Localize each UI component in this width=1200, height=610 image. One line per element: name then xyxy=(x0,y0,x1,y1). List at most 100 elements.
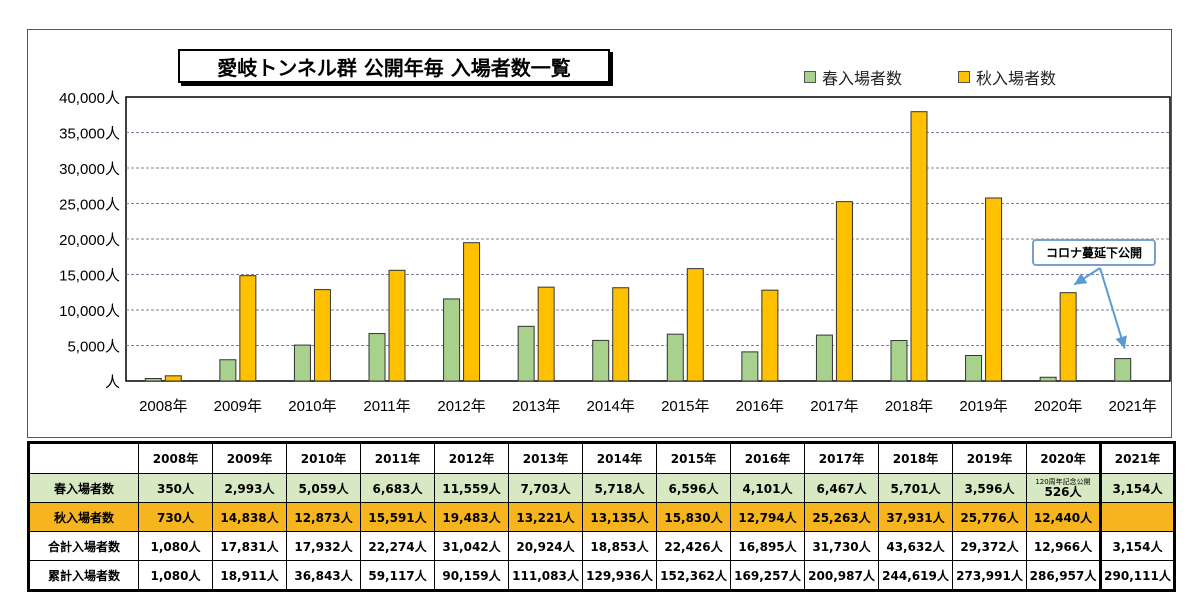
row-label: 合計入場者数 xyxy=(27,531,139,561)
table-cell: 17,932人 xyxy=(286,531,361,561)
legend-swatch-spring xyxy=(804,71,816,83)
x-tick-label: 2020年 xyxy=(1034,398,1082,415)
table-cell: 16,895人 xyxy=(730,531,805,561)
table-header-cell: 2017年 xyxy=(804,441,879,474)
corona-annotation: コロナ蔓延下公開 xyxy=(1032,239,1156,266)
bar-spring xyxy=(741,351,759,382)
table-cell: 12,794人 xyxy=(730,502,805,532)
x-tick-label: 2019年 xyxy=(959,398,1007,415)
legend-label-spring: 春入場者数 xyxy=(822,69,903,88)
table-header-cell: 2016年 xyxy=(730,441,805,474)
bar-autumn xyxy=(761,289,779,382)
table-cell: 15,830人 xyxy=(656,502,731,532)
table-cell: 129,936人 xyxy=(582,560,657,592)
table-cell: 18,911人 xyxy=(212,560,287,592)
table-cell-value: 526人 xyxy=(1044,484,1082,499)
bar-spring xyxy=(1039,376,1057,382)
x-tick-label: 2018年 xyxy=(885,398,933,415)
bar-spring xyxy=(219,359,237,382)
table-cell: 25,263人 xyxy=(804,502,879,532)
table-header-row: 2008年 2009年 2010年 2011年 2012年 2013年 2014… xyxy=(27,441,1176,474)
table-header-cell: 2019年 xyxy=(952,441,1027,474)
x-tick-label: 2013年 xyxy=(512,398,560,415)
table-cell: 20,924人 xyxy=(508,531,583,561)
table-cell: 90,159人 xyxy=(434,560,509,592)
table-cell-empty xyxy=(1100,502,1176,532)
table-cell: 5,718人 xyxy=(582,473,657,503)
table-header-corner xyxy=(27,441,139,474)
annotation-arrow xyxy=(1073,267,1101,286)
table-cell: 17,831人 xyxy=(212,531,287,561)
table-cell: 169,257人 xyxy=(730,560,805,592)
x-tick-label: 2010年 xyxy=(288,398,336,415)
x-tick-label: 2011年 xyxy=(363,398,410,415)
bar-autumn xyxy=(537,286,555,382)
table-header-cell: 2013年 xyxy=(508,441,583,474)
bar-autumn xyxy=(164,375,182,382)
table-cell: 59,117人 xyxy=(360,560,435,592)
table-cell: 15,591人 xyxy=(360,502,435,532)
table-cell: 5,059人 xyxy=(286,473,361,503)
table-header-cell: 2020年 xyxy=(1026,441,1102,474)
table-cell: 273,991人 xyxy=(952,560,1027,592)
x-tick-label: 2014年 xyxy=(587,398,635,415)
table-cell: 244,619人 xyxy=(878,560,953,592)
table-header-cell: 2008年 xyxy=(138,441,213,474)
table-cell: 29,372人 xyxy=(952,531,1027,561)
legend-swatch-autumn xyxy=(958,71,971,83)
table-header-cell: 2014年 xyxy=(582,441,657,474)
y-tick-label: 20,000人 xyxy=(59,232,120,249)
table-cell: 1,080人 xyxy=(138,531,213,561)
bar-autumn xyxy=(612,287,630,382)
bar-autumn xyxy=(1059,292,1077,382)
bar-autumn xyxy=(985,197,1003,382)
x-tick-label: 2021年 xyxy=(1109,398,1157,415)
table-cell: 350人 xyxy=(138,473,213,503)
bar-spring xyxy=(965,354,983,382)
x-tick-label: 2012年 xyxy=(437,398,485,415)
table-header-cell: 2010年 xyxy=(286,441,361,474)
table-header-cell: 2021年 xyxy=(1100,441,1176,474)
bar-spring xyxy=(1114,358,1132,382)
bar-autumn xyxy=(463,242,481,382)
bar-autumn xyxy=(835,201,853,382)
table-cell: 3,596人 xyxy=(952,473,1027,503)
table-cell: 31,042人 xyxy=(434,531,509,561)
table-cell: 12,873人 xyxy=(286,502,361,532)
table-cell: 2,993人 xyxy=(212,473,287,503)
table-cell: 3,154人 xyxy=(1100,473,1176,503)
chart-title: 愛岐トンネル群 公開年毎 入場者数一覧 xyxy=(178,49,610,83)
bar-spring xyxy=(443,298,461,382)
table-cell: 37,931人 xyxy=(878,502,953,532)
y-tick-label: 30,000人 xyxy=(59,161,120,178)
y-tick-label: 40,000人 xyxy=(59,90,120,107)
table-cell-2020-spring: 120周年記念公開 526人 xyxy=(1026,473,1102,503)
table-cell: 6,683人 xyxy=(360,473,435,503)
table-row-autumn: 秋入場者数 730人 14,838人 12,873人 15,591人 19,48… xyxy=(27,502,1176,532)
table-cell: 111,083人 xyxy=(508,560,583,592)
table-cell: 36,843人 xyxy=(286,560,361,592)
table-cell: 200,987人 xyxy=(804,560,879,592)
table-header-cell: 2015年 xyxy=(656,441,731,474)
table-cell: 22,274人 xyxy=(360,531,435,561)
y-tick-label: 25,000人 xyxy=(59,197,120,214)
table-cell: 5,701人 xyxy=(878,473,953,503)
table-cell: 1,080人 xyxy=(138,560,213,592)
x-tick-label: 2009年 xyxy=(214,398,262,415)
legend-item-autumn: 秋入場者数 xyxy=(958,65,1056,89)
table-cell: 11,559人 xyxy=(434,473,509,503)
y-tick-label: 人 xyxy=(105,374,120,391)
bar-autumn xyxy=(388,269,406,382)
x-tick-label: 2017年 xyxy=(810,398,858,415)
bar-autumn xyxy=(239,275,257,382)
data-table: 2008年 2009年 2010年 2011年 2012年 2013年 2014… xyxy=(27,441,1176,592)
table-cell: 31,730人 xyxy=(804,531,879,561)
table-cell: 13,135人 xyxy=(582,502,657,532)
table-cell: 14,838人 xyxy=(212,502,287,532)
table-header-cell: 2012年 xyxy=(434,441,509,474)
bar-autumn xyxy=(910,111,928,382)
table-cell: 7,703人 xyxy=(508,473,583,503)
row-label: 春入場者数 xyxy=(27,473,139,503)
table-cell: 12,440人 xyxy=(1026,502,1102,532)
legend-item-spring: 春入場者数 xyxy=(804,65,902,89)
